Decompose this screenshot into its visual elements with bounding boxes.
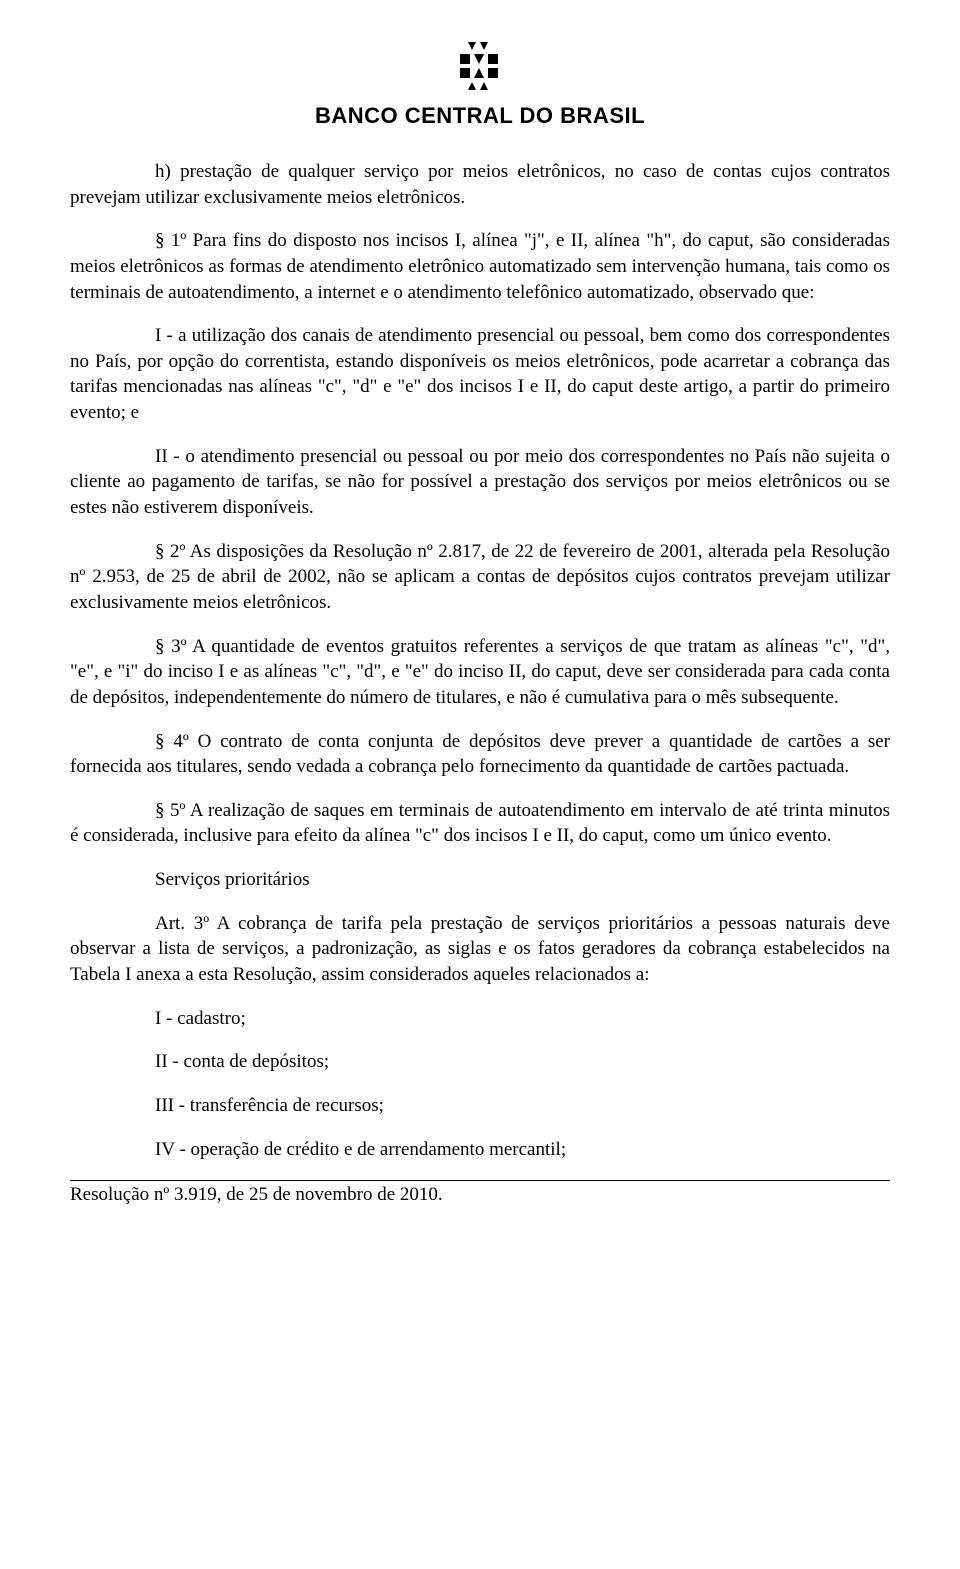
org-name: BANCO CENTRAL DO BRASIL bbox=[70, 103, 890, 129]
bcb-logo-icon bbox=[450, 40, 510, 95]
art3-inc-i: I - cadastro; bbox=[70, 1006, 890, 1032]
paragraph-s2: § 2º As disposições da Resolução nº 2.81… bbox=[70, 539, 890, 616]
art3-inc-ii: II - conta de depósitos; bbox=[70, 1049, 890, 1075]
paragraph-s1: § 1º Para fins do disposto nos incisos I… bbox=[70, 228, 890, 305]
art3-inc-iii: III - transferência de recursos; bbox=[70, 1093, 890, 1119]
section-title-servicos: Serviços prioritários bbox=[70, 867, 890, 893]
paragraph-s1-inc-i: I - a utilização dos canais de atendimen… bbox=[70, 323, 890, 426]
document-body: h) prestação de qualquer serviço por mei… bbox=[70, 159, 890, 1162]
paragraph-s4: § 4º O contrato de conta conjunta de dep… bbox=[70, 729, 890, 780]
paragraph-s3: § 3º A quantidade de eventos gratuitos r… bbox=[70, 634, 890, 711]
paragraph-art3: Art. 3º A cobrança de tarifa pela presta… bbox=[70, 911, 890, 988]
document-header: BANCO CENTRAL DO BRASIL bbox=[70, 40, 890, 129]
paragraph-s1-inc-ii: II - o atendimento presencial ou pessoal… bbox=[70, 444, 890, 521]
art3-inc-iv: IV - operação de crédito e de arrendamen… bbox=[70, 1137, 890, 1163]
paragraph-s5: § 5º A realização de saques em terminais… bbox=[70, 798, 890, 849]
paragraph-h: h) prestação de qualquer serviço por mei… bbox=[70, 159, 890, 210]
footer-reference: Resolução nº 3.919, de 25 de novembro de… bbox=[70, 1184, 890, 1206]
